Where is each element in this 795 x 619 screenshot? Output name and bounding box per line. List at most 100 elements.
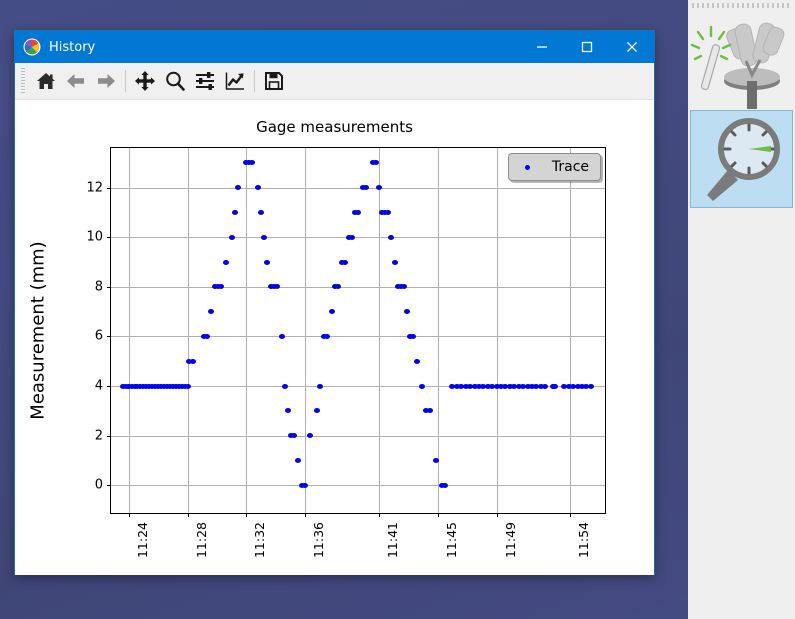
data-point xyxy=(471,383,478,389)
y-tick xyxy=(107,485,111,487)
plot-axes[interactable]: 0 2 4 6 8 10 12 11:24 11:28 11:32 11:36 11:41 11:45 1… xyxy=(86,147,606,558)
data-point xyxy=(409,333,416,339)
data-point xyxy=(222,259,229,265)
y-tick-label: 4 xyxy=(94,378,103,394)
data-point xyxy=(203,333,210,339)
data-point xyxy=(475,383,482,389)
y-axis-label-text: Measurement (mm) xyxy=(27,241,49,420)
dock-drag-handle[interactable] xyxy=(688,0,795,11)
configure-subplots-button[interactable] xyxy=(190,66,220,96)
gridline-horizontal xyxy=(111,336,605,338)
data-point xyxy=(184,383,191,389)
gridline-horizontal xyxy=(111,386,605,388)
data-point xyxy=(574,383,581,389)
data-point xyxy=(208,309,215,315)
x-tick-label: 11:45 xyxy=(443,522,459,559)
data-point xyxy=(511,383,518,389)
data-point xyxy=(372,160,379,166)
data-point xyxy=(542,383,549,389)
y-axis-label: Measurement (mm) xyxy=(25,147,51,514)
gridline-horizontal xyxy=(111,485,605,487)
data-point xyxy=(506,383,513,389)
y-tick xyxy=(107,386,111,388)
y-tick-label: 6 xyxy=(94,328,103,344)
data-point xyxy=(433,457,440,463)
data-point xyxy=(218,284,225,290)
dock-item-history[interactable] xyxy=(690,110,793,208)
data-point xyxy=(258,209,265,215)
chart-line-icon xyxy=(225,72,244,90)
maximize-icon xyxy=(581,41,592,53)
plot-canvas[interactable]: Gage measurements Measurement (mm) 0 2 4 6 8… xyxy=(15,100,654,575)
data-point xyxy=(316,383,323,389)
y-tick xyxy=(107,237,111,239)
data-point xyxy=(261,234,268,240)
data-point xyxy=(427,408,434,414)
close-button[interactable] xyxy=(609,31,654,63)
x-tick-label: 11:32 xyxy=(252,522,268,559)
tool-dock-panel xyxy=(688,0,795,619)
pan-button[interactable] xyxy=(130,66,160,96)
data-point xyxy=(294,457,301,463)
home-icon xyxy=(37,73,55,89)
data-point xyxy=(403,309,410,315)
x-tick xyxy=(305,513,307,517)
gridline-horizontal xyxy=(111,286,605,288)
minimize-button[interactable] xyxy=(519,31,564,63)
history-clock-magnifier-icon xyxy=(707,118,780,201)
data-point xyxy=(442,482,449,488)
pinwheel-icon xyxy=(23,38,41,56)
y-tick xyxy=(107,435,111,437)
data-point xyxy=(302,482,309,488)
edit-axis-button[interactable] xyxy=(220,66,250,96)
x-tick xyxy=(496,513,498,517)
back-button[interactable] xyxy=(61,66,91,96)
data-point xyxy=(467,383,474,389)
maximize-button[interactable] xyxy=(564,31,609,63)
data-point xyxy=(228,234,235,240)
dock-item-gage[interactable] xyxy=(690,11,793,109)
data-point xyxy=(231,209,238,215)
save-floppy-icon xyxy=(265,72,283,90)
sliders-configure-icon xyxy=(196,72,214,90)
y-tick-label: 10 xyxy=(86,229,103,245)
home-button[interactable] xyxy=(31,66,61,96)
data-point xyxy=(306,433,313,439)
data-point xyxy=(414,358,421,364)
data-point xyxy=(498,383,505,389)
data-point xyxy=(234,185,241,191)
dock-grip-dots xyxy=(692,3,792,8)
window-titlebar[interactable]: History xyxy=(15,31,654,63)
data-point xyxy=(528,383,535,389)
x-tick-label: 11:24 xyxy=(134,522,150,559)
toolbar-grip[interactable] xyxy=(21,68,25,94)
x-tick-label: 11:41 xyxy=(384,522,400,559)
data-point xyxy=(249,160,256,166)
data-point xyxy=(328,309,335,315)
y-tick-label: 12 xyxy=(86,180,103,196)
data-point xyxy=(537,383,544,389)
data-point xyxy=(493,383,500,389)
history-window: History xyxy=(14,30,655,575)
x-tick-label: 11:28 xyxy=(193,522,209,559)
save-button[interactable] xyxy=(259,66,289,96)
forward-button[interactable] xyxy=(91,66,121,96)
minimize-icon xyxy=(536,46,547,48)
data-point xyxy=(324,333,331,339)
data-point xyxy=(484,383,491,389)
window-title: History xyxy=(49,39,96,55)
data-point xyxy=(422,408,429,414)
zoom-button[interactable] xyxy=(160,66,190,96)
data-point xyxy=(449,383,456,389)
gridline-vertical xyxy=(570,148,572,513)
data-point xyxy=(284,408,291,414)
data-point xyxy=(334,284,341,290)
y-tick-label: 8 xyxy=(94,279,103,295)
y-tick-label: 0 xyxy=(94,477,103,493)
forward-arrow-icon xyxy=(98,74,115,88)
gridline-horizontal xyxy=(111,435,605,437)
legend-box[interactable]: Trace xyxy=(507,153,601,181)
data-point xyxy=(355,209,362,215)
data-point xyxy=(520,383,527,389)
